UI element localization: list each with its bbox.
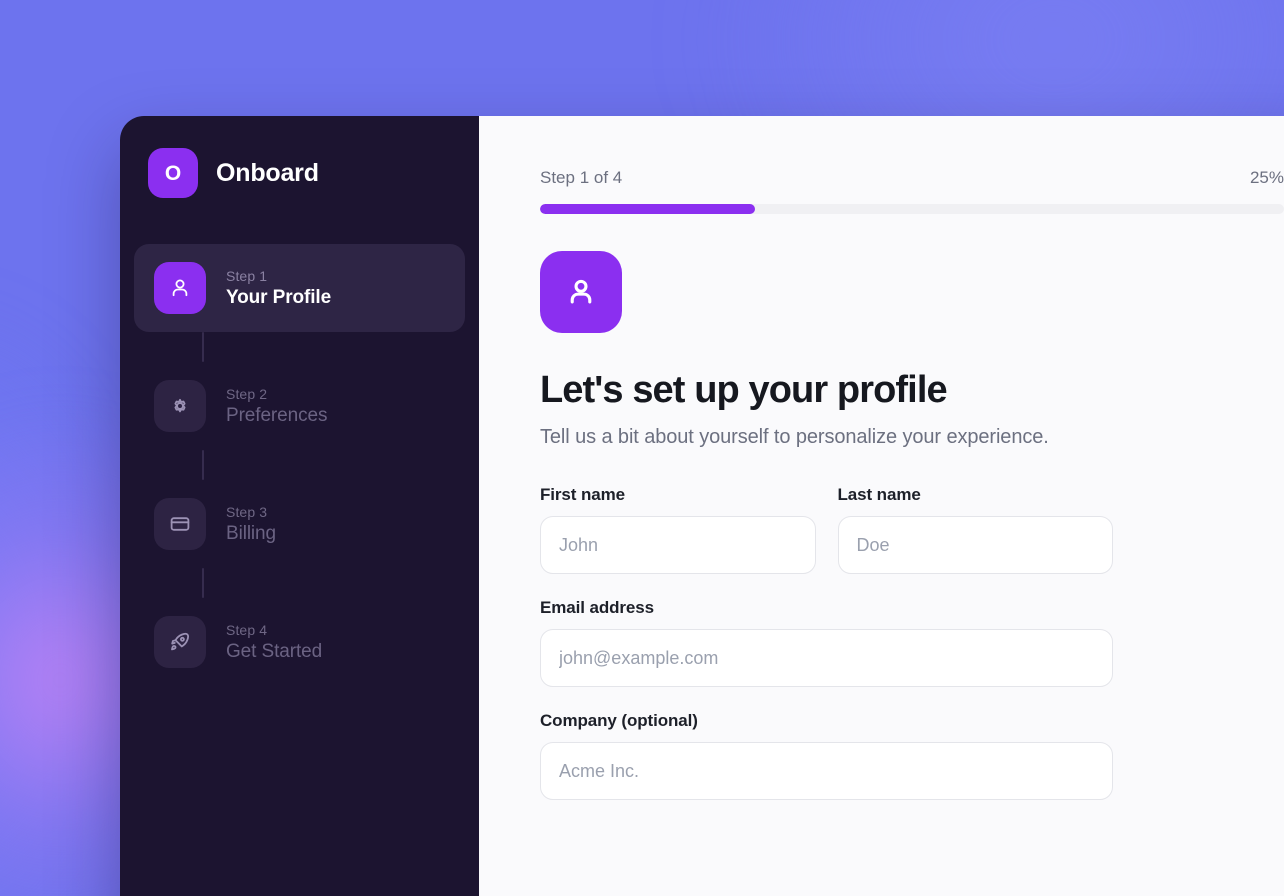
field-email: Email address	[540, 598, 1113, 687]
progress-bar-fill	[540, 204, 756, 214]
first-name-input[interactable]	[540, 516, 816, 574]
field-last-name: Last name	[837, 485, 1113, 574]
page-title: Let's set up your profile	[540, 369, 948, 411]
step-text: Step 4 Get Started	[226, 622, 322, 663]
name-row: First name Last name	[540, 485, 1113, 598]
last-name-label: Last name	[837, 485, 921, 504]
app-logo-icon: O	[148, 148, 198, 198]
progress-bar	[540, 204, 1284, 214]
gear-icon	[154, 380, 206, 432]
progress-step-label: Step 1 of 4	[540, 168, 623, 187]
step-kicker: Step 1	[226, 267, 268, 284]
field-company: Company (optional)	[540, 711, 1113, 800]
email-input[interactable]	[540, 629, 1113, 687]
sidebar-step-billing[interactable]: Step 3 Billing	[134, 480, 465, 568]
step-title: Get Started	[226, 640, 323, 662]
profile-form: First name Last name Email address Compa…	[540, 485, 1113, 800]
hero-user-icon	[540, 251, 622, 333]
step-text: Step 1 Your Profile	[226, 268, 331, 309]
sidebar-step-get-started[interactable]: Step 4 Get Started	[134, 598, 465, 686]
step-text: Step 2 Preferences	[226, 386, 327, 427]
rocket-icon	[154, 616, 206, 668]
sidebar-step-preferences[interactable]: Step 2 Preferences	[134, 362, 465, 450]
step-title: Billing	[226, 522, 276, 544]
step-connector	[202, 568, 204, 598]
step-connector	[202, 332, 204, 362]
sidebar: O Onboard Step 1 Your Profile	[120, 116, 479, 896]
step-connector	[202, 450, 204, 480]
progress-percent-label: 25%	[1249, 168, 1284, 187]
step-nav: Step 1 Your Profile Step 2 Preferences	[120, 244, 479, 686]
brand: O Onboard	[120, 116, 479, 198]
email-label: Email address	[540, 598, 654, 617]
step-kicker: Step 3	[226, 503, 268, 520]
last-name-input[interactable]	[837, 516, 1113, 574]
sidebar-step-your-profile[interactable]: Step 1 Your Profile	[134, 244, 465, 332]
app-window: O Onboard Step 1 Your Profile	[120, 116, 1284, 896]
user-icon	[154, 262, 206, 314]
step-title: Your Profile	[226, 286, 332, 308]
app-name: Onboard	[216, 158, 319, 187]
company-input[interactable]	[540, 742, 1113, 800]
company-label: Company (optional)	[540, 711, 698, 730]
page-subtitle: Tell us a bit about yourself to personal…	[540, 426, 1049, 448]
step-title: Preferences	[226, 404, 328, 426]
step-kicker: Step 2	[226, 385, 268, 402]
main-panel: Step 1 of 4 25% Let's set up your profil…	[479, 116, 1284, 896]
step-kicker: Step 4	[226, 621, 268, 638]
step-text: Step 3 Billing	[226, 504, 276, 545]
first-name-label: First name	[540, 485, 625, 504]
credit-card-icon	[154, 498, 206, 550]
field-first-name: First name	[540, 485, 816, 574]
progress-header: Step 1 of 4 25%	[540, 168, 1284, 188]
